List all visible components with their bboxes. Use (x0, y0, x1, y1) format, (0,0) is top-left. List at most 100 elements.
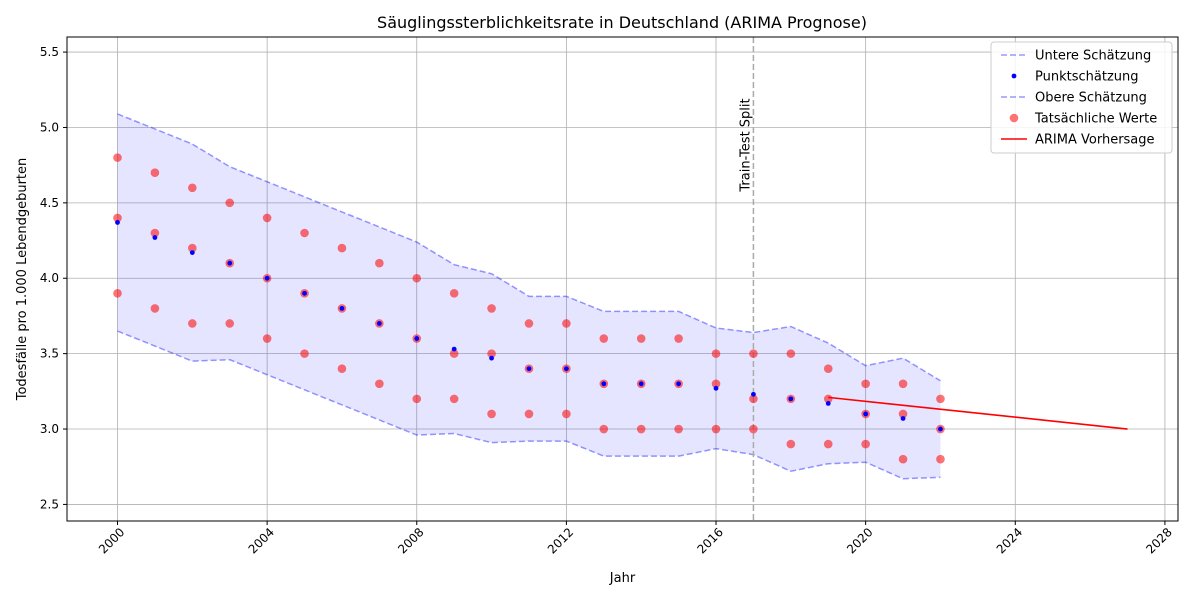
legend-label: Punktschätzung (1035, 70, 1139, 85)
actual-value-point (786, 439, 796, 449)
upper-estimate-line (117, 113, 941, 382)
x-tick-label: 2024 (994, 525, 1025, 556)
x-tick-label: 2008 (395, 525, 426, 556)
actual-value-point (636, 424, 646, 434)
actual-value-point (749, 394, 758, 404)
point-estimate-point (264, 275, 270, 281)
point-estimate-point (563, 366, 569, 372)
arima-forecast-line (828, 396, 1128, 430)
actual-value-point (562, 319, 571, 328)
legend-box (990, 41, 1173, 154)
actual-value-point (375, 258, 384, 268)
actual-value-point (524, 409, 534, 419)
actual-value-point (412, 273, 422, 283)
actual-value-point (786, 349, 796, 358)
actual-value-point (524, 319, 534, 328)
confidence-band (117, 113, 941, 479)
actual-value-point (599, 424, 609, 434)
actual-value-point (300, 228, 309, 238)
legend-label: ARIMA Vorhersage (1035, 133, 1155, 148)
actual-value-point (113, 289, 122, 298)
legend-label: Untere Schätzung (1035, 49, 1151, 64)
point-estimate-point (451, 346, 457, 352)
y-tick-label: 3.5 (40, 347, 59, 361)
point-estimate-point (676, 381, 682, 387)
actual-value-point (150, 228, 160, 238)
x-tick-label: 2012 (545, 525, 576, 556)
actual-value-point (936, 454, 945, 464)
point-estimate-point (863, 411, 869, 417)
x-axis-label: Jahr (609, 571, 636, 586)
confidence-band-fill (117, 113, 941, 479)
actual-value-point (674, 334, 683, 343)
actual-value-point (375, 379, 384, 389)
actual-value-point (262, 213, 272, 223)
actual-value-point (749, 424, 758, 434)
train-test-split-label: Train-Test Split (738, 98, 753, 192)
legend-swatch (1009, 113, 1019, 123)
actual-value-point (487, 304, 496, 313)
actual-value-point (936, 394, 945, 404)
actual-value-point (188, 183, 197, 193)
actual-value-point (898, 409, 908, 419)
legend-label: Tatsächliche Werte (1034, 112, 1157, 127)
x-tick-label: 2004 (246, 525, 277, 556)
y-axis-label: Todesfälle pro 1.000 Lebendgeburten (15, 158, 30, 402)
actual-value-point (337, 364, 347, 374)
actual-value-point (711, 349, 721, 358)
actual-value-point (861, 439, 870, 449)
actual-value-point (300, 349, 309, 358)
x-axis-ticks: 2000 2004 2008 2012 2016 2020 2024 2028 (96, 521, 1175, 557)
actual-value-point (823, 364, 833, 374)
y-tick-label: 5.5 (40, 45, 59, 59)
point-estimate-point (638, 381, 644, 387)
y-tick-label: 2.5 (40, 497, 59, 511)
actual-value-point (487, 409, 496, 419)
actual-value-point (636, 334, 646, 343)
point-estimate-point (938, 426, 943, 432)
actual-value-point (113, 153, 122, 162)
point-estimate-point (115, 220, 120, 225)
actual-value-point (150, 304, 160, 313)
point-estimate-point (302, 290, 307, 296)
actual-value-point (337, 243, 347, 253)
actual-value-point (823, 439, 833, 449)
y-tick-label: 4.5 (40, 196, 59, 210)
actual-value-point (898, 379, 908, 389)
actual-value-point (262, 334, 272, 343)
point-estimate-point (825, 400, 831, 406)
point-estimate-point (489, 355, 494, 361)
lower-estimate-line (117, 330, 941, 480)
point-estimate-point (788, 396, 794, 402)
actual-value-point (150, 168, 160, 178)
plot-frame (66, 36, 1179, 522)
point-estimate-point (339, 306, 345, 311)
actual-value-point (449, 349, 459, 358)
actual-value-point (599, 334, 609, 343)
legend-swatch (1011, 73, 1017, 79)
x-tick-label: 2020 (844, 525, 875, 556)
x-tick-label: 2000 (96, 525, 127, 556)
actual-value-point (487, 349, 496, 358)
actual-value-point (711, 424, 721, 434)
point-estimate-point (713, 385, 719, 391)
actual-value-point (449, 394, 459, 404)
series-points (113, 153, 945, 464)
y-tick-label: 3.0 (40, 422, 59, 436)
actual-value-point (412, 394, 422, 404)
x-tick-label: 2016 (694, 525, 725, 556)
point-estimate-point (227, 260, 233, 266)
point-estimate-point (152, 235, 158, 240)
y-axis-ticks: 2.5 3.0 3.5 4.0 4.5 5.0 5.5 (40, 45, 67, 511)
point-estimate-point (414, 336, 420, 341)
series-lines (117, 37, 1128, 521)
actual-value-point (562, 409, 571, 419)
actual-value-point (861, 379, 870, 389)
actual-value-point (113, 213, 122, 223)
actual-value-point (188, 243, 197, 253)
point-estimate-point (601, 381, 607, 387)
legend: Untere Schätzung Punktschätzung Obere Schä… (990, 41, 1173, 154)
actual-value-point (749, 349, 758, 358)
actual-value-point (225, 198, 235, 208)
